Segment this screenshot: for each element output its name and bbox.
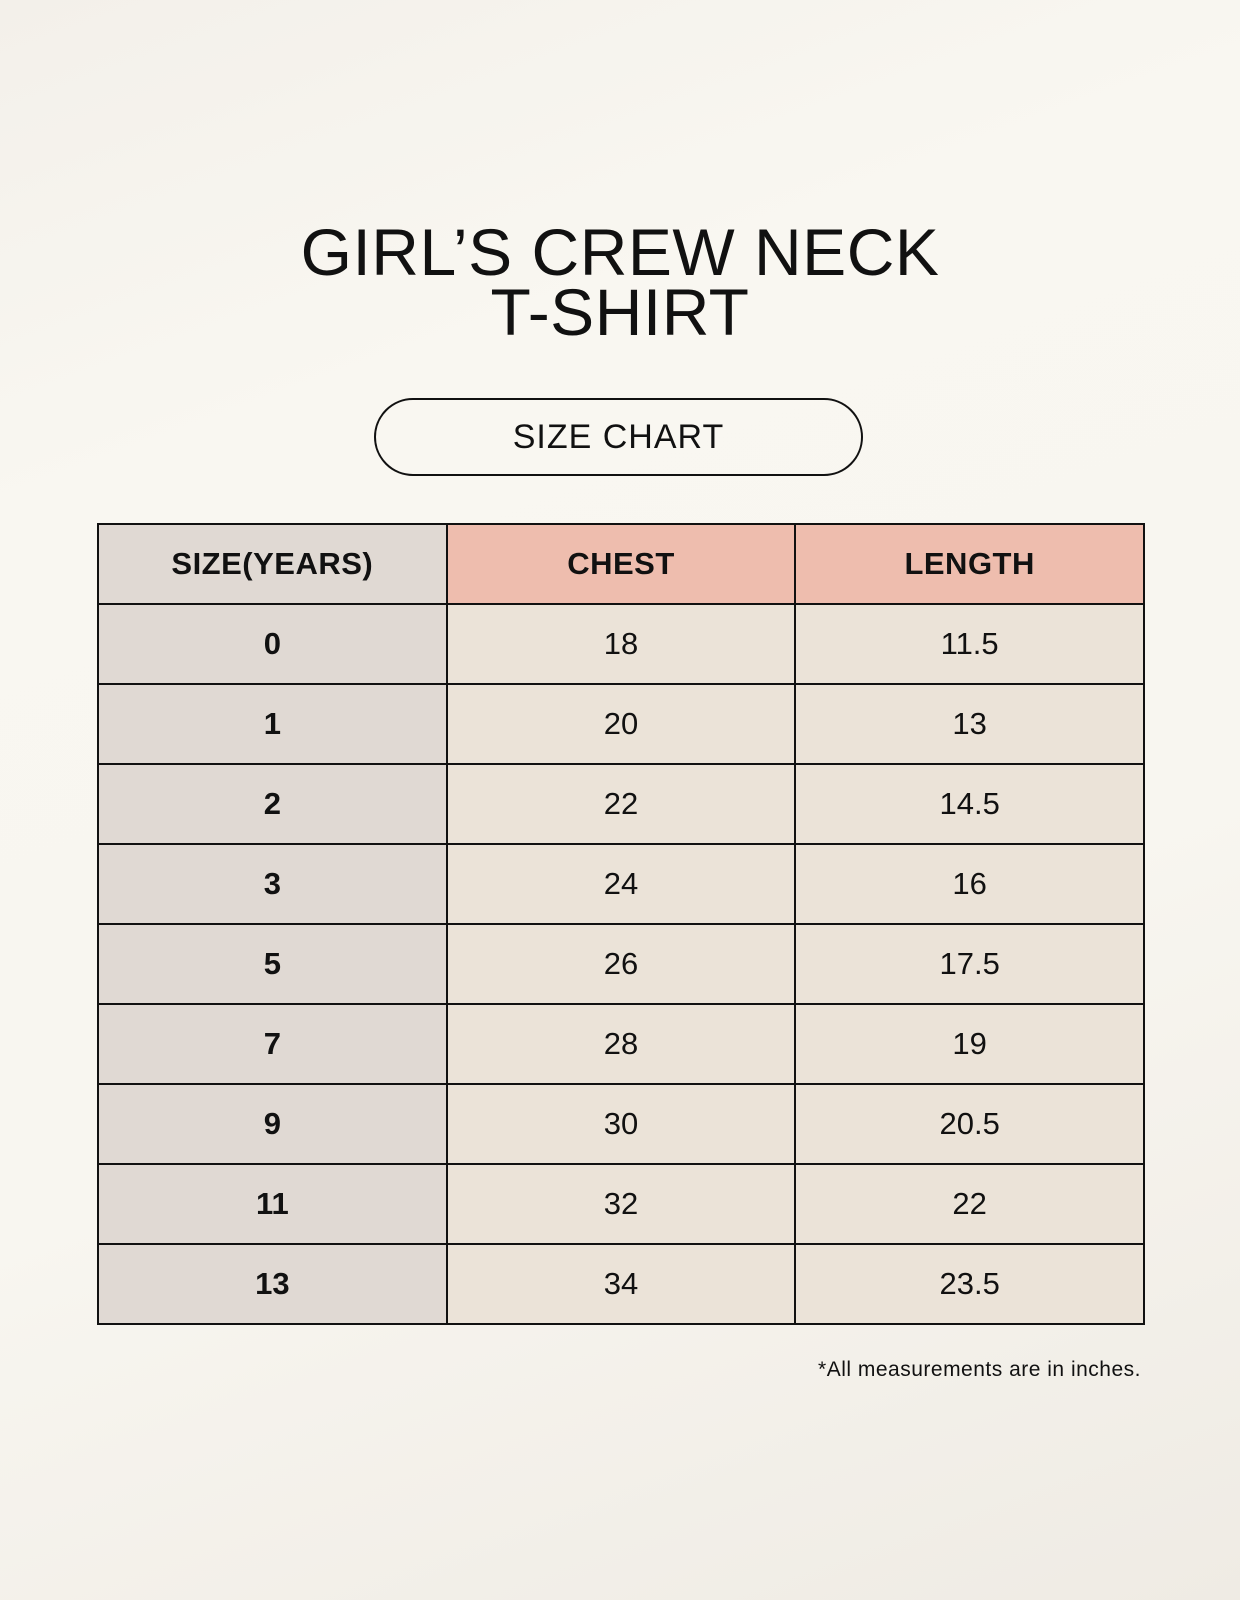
cell-size: 9 [97, 1083, 448, 1165]
cell-chest: 20 [445, 683, 797, 765]
cell-chest: 26 [445, 923, 797, 1005]
size-table: SIZE(YEARS) CHEST LENGTH 0 18 11.5 1 20 13 2 22… [97, 523, 1145, 1325]
cell-length: 13 [794, 683, 1145, 765]
table-row: 1 20 13 [97, 683, 1145, 765]
cell-length: 17.5 [794, 923, 1145, 1005]
page-title: GIRL’S CREW NECK T-SHIRT [0, 215, 1240, 349]
cell-chest: 32 [445, 1163, 797, 1245]
table-row: 3 24 16 [97, 843, 1145, 925]
cell-chest: 34 [445, 1243, 797, 1325]
title-line-1: GIRL’S CREW NECK [300, 215, 940, 289]
cell-size: 0 [97, 603, 448, 685]
cell-size: 2 [97, 763, 448, 845]
header-length: LENGTH [794, 523, 1145, 605]
header-row: SIZE(YEARS) CHEST LENGTH [97, 523, 1145, 605]
cell-chest: 28 [445, 1003, 797, 1085]
cell-size: 5 [97, 923, 448, 1005]
footnote: *All measurements are in inches. [818, 1358, 1141, 1381]
cell-chest: 18 [445, 603, 797, 685]
title-line-2: T-SHIRT [490, 275, 750, 349]
table-row: 7 28 19 [97, 1003, 1145, 1085]
cell-size: 3 [97, 843, 448, 925]
cell-size: 1 [97, 683, 448, 765]
cell-chest: 30 [445, 1083, 797, 1165]
header-chest: CHEST [445, 523, 797, 605]
header-size: SIZE(YEARS) [97, 523, 448, 605]
table-row: 13 34 23.5 [97, 1243, 1145, 1325]
cell-chest: 22 [445, 763, 797, 845]
table-row: 11 32 22 [97, 1163, 1145, 1245]
cell-length: 23.5 [794, 1243, 1145, 1325]
table-row: 9 30 20.5 [97, 1083, 1145, 1165]
cell-length: 14.5 [794, 763, 1145, 845]
table-row: 2 22 14.5 [97, 763, 1145, 845]
table-row: 0 18 11.5 [97, 603, 1145, 685]
cell-length: 22 [794, 1163, 1145, 1245]
cell-size: 13 [97, 1243, 448, 1325]
cell-size: 11 [97, 1163, 448, 1245]
cell-length: 11.5 [794, 603, 1145, 685]
cell-length: 16 [794, 843, 1145, 925]
size-chart-badge: SIZE CHART [374, 398, 863, 476]
cell-chest: 24 [445, 843, 797, 925]
cell-size: 7 [97, 1003, 448, 1085]
table-row: 5 26 17.5 [97, 923, 1145, 1005]
cell-length: 20.5 [794, 1083, 1145, 1165]
cell-length: 19 [794, 1003, 1145, 1085]
